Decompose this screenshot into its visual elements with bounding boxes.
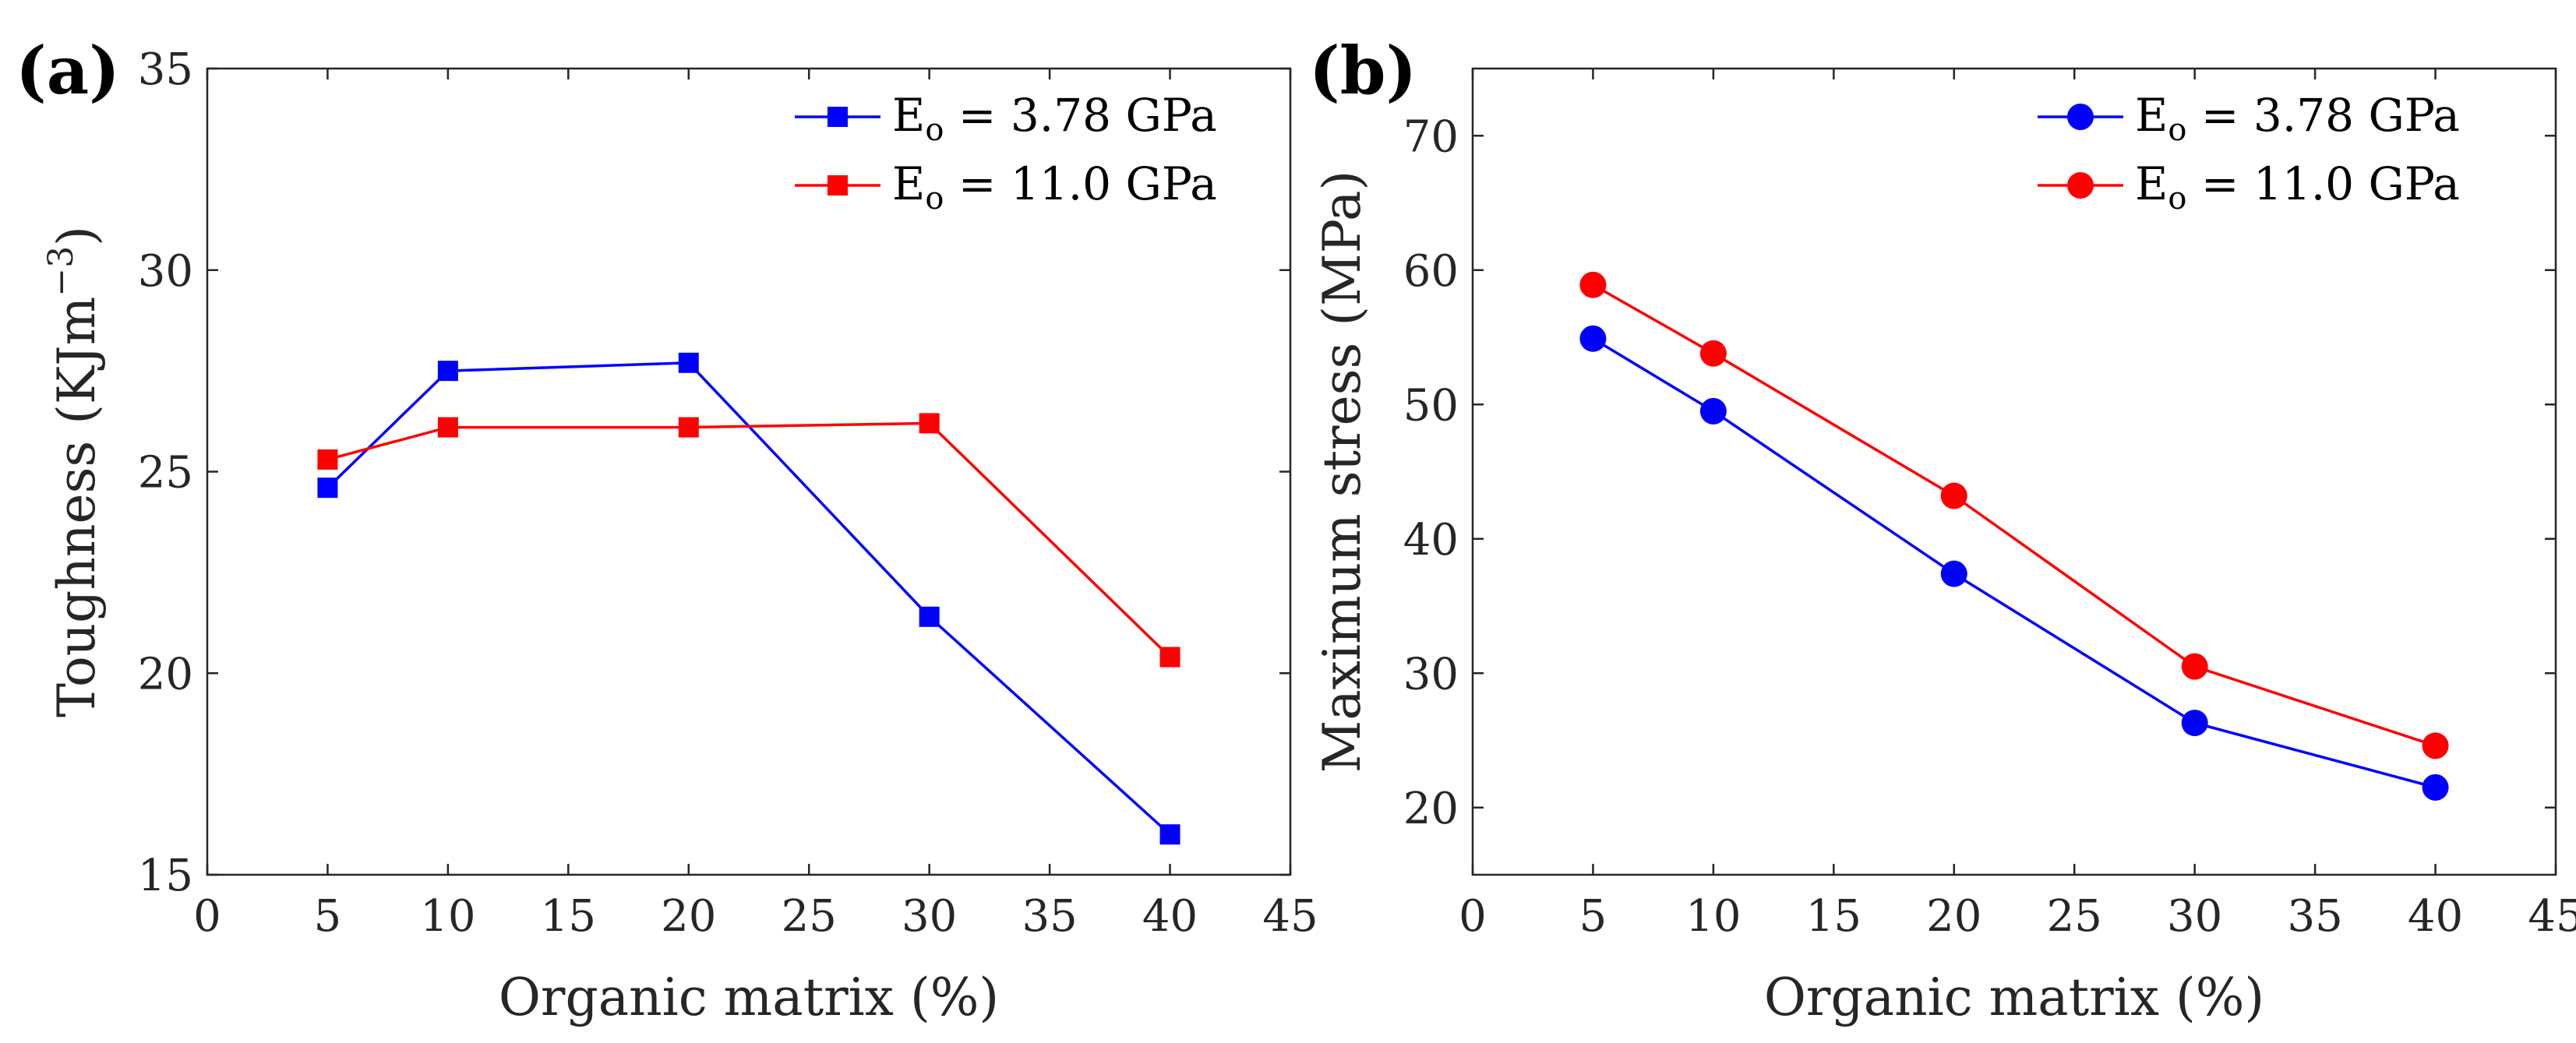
legend-marker xyxy=(2067,172,2094,199)
legend-label-rest: = 3.78 GPa xyxy=(2186,89,2459,142)
legend-label: Eo = 11.0 GPa xyxy=(2135,157,2460,217)
chart-panel-1: 0 5 10 15 20 25 30 35 40 45 20 30 40 50 60 70 Organic ma… xyxy=(1309,32,2576,1027)
data-point xyxy=(317,477,338,499)
data-point xyxy=(2422,773,2449,801)
legend-label-rest: = 11.0 GPa xyxy=(944,157,1216,210)
y-axis-label-close: ) xyxy=(47,226,107,246)
y-tick-label: 30 xyxy=(138,246,193,297)
data-point xyxy=(1579,325,1607,352)
data-point xyxy=(317,449,338,470)
data-point xyxy=(1699,340,1727,367)
y-tick-label: 70 xyxy=(1403,111,1459,162)
x-tick-label: 5 xyxy=(1579,891,1607,942)
panel-label: (a) xyxy=(16,32,120,109)
data-point xyxy=(919,606,940,627)
data-point xyxy=(678,352,699,373)
y-tick-label: 50 xyxy=(1403,380,1459,431)
x-tick-label: 25 xyxy=(2047,891,2102,942)
y-tick-label: 15 xyxy=(138,851,193,901)
y-tick-label: 25 xyxy=(138,448,193,499)
data-point xyxy=(1159,824,1180,845)
y-axis-label-main: Maximum stress (MPa) xyxy=(1312,171,1372,773)
x-tick-label: 25 xyxy=(782,891,837,942)
data-point xyxy=(437,417,458,438)
x-tick-label: 0 xyxy=(193,891,221,942)
y-tick-label: 40 xyxy=(1403,515,1459,566)
data-point xyxy=(2422,732,2449,759)
y-tick-label: 35 xyxy=(138,44,193,95)
y-tick-label: 30 xyxy=(1403,649,1459,699)
x-tick-label: 45 xyxy=(2528,891,2576,942)
data-point xyxy=(437,361,458,382)
legend-label-sub: o xyxy=(2168,112,2186,148)
x-axis-label: Organic matrix (%) xyxy=(499,967,999,1027)
data-point xyxy=(1579,271,1607,298)
x-tick-label: 35 xyxy=(1022,891,1077,942)
y-axis-label: Maximum stress (MPa) xyxy=(1312,171,1372,773)
x-tick-label: 5 xyxy=(314,891,342,942)
x-tick-label: 40 xyxy=(2408,891,2463,942)
legend-label-sub: o xyxy=(2168,181,2186,217)
x-tick-label: 10 xyxy=(420,891,475,942)
data-point xyxy=(1940,482,1967,509)
legend-marker xyxy=(827,175,848,196)
x-tick-label: 45 xyxy=(1262,891,1318,942)
x-tick-label: 35 xyxy=(2287,891,2342,942)
x-axis-label: Organic matrix (%) xyxy=(1764,967,2264,1027)
y-axis-label: Toughness (KJm−3) xyxy=(41,226,107,717)
panel-label: (b) xyxy=(1309,32,1417,109)
data-point xyxy=(919,413,940,434)
x-tick-label: 15 xyxy=(541,891,596,942)
plot-frame xyxy=(206,67,1292,876)
legend-label-base: E xyxy=(892,89,925,142)
legend-label-sub: o xyxy=(925,181,944,217)
x-tick-label: 20 xyxy=(1926,891,1981,942)
legend-label-rest: = 11.0 GPa xyxy=(2186,157,2459,210)
data-point xyxy=(1699,397,1727,425)
chart-panel-0: 0 5 10 15 20 25 30 35 40 45 15 20 25 30 35 Organic matr… xyxy=(16,32,1318,1027)
legend-label-base: E xyxy=(2135,157,2168,210)
x-tick-label: 15 xyxy=(1806,891,1861,942)
plot-frame xyxy=(1471,67,2557,876)
legend-marker xyxy=(2067,104,2094,130)
legend-label: Eo = 3.78 GPa xyxy=(892,89,1217,148)
x-tick-label: 30 xyxy=(902,891,957,942)
y-axis-label-sup: −3 xyxy=(41,246,81,297)
x-tick-label: 20 xyxy=(661,891,716,942)
legend-label-rest: = 3.78 GPa xyxy=(944,89,1216,142)
x-tick-label: 0 xyxy=(1459,891,1487,942)
data-point xyxy=(2181,653,2208,680)
legend-marker xyxy=(827,107,848,127)
legend-label: Eo = 3.78 GPa xyxy=(2135,89,2460,148)
legend-label-base: E xyxy=(2135,89,2168,142)
data-point xyxy=(678,417,699,438)
data-point xyxy=(2181,710,2208,737)
legend-label: Eo = 11.0 GPa xyxy=(892,157,1217,217)
legend-label-base: E xyxy=(892,157,925,210)
legend-label-sub: o xyxy=(925,112,944,148)
x-tick-label: 40 xyxy=(1142,891,1198,942)
y-tick-label: 60 xyxy=(1403,246,1459,297)
data-point xyxy=(1940,560,1967,587)
data-point xyxy=(1159,647,1180,668)
y-tick-label: 20 xyxy=(1403,784,1459,834)
y-axis-label-main: Toughness (KJm xyxy=(47,297,107,717)
x-tick-label: 10 xyxy=(1685,891,1741,942)
x-tick-label: 30 xyxy=(2167,891,2222,942)
y-tick-label: 20 xyxy=(138,649,193,699)
